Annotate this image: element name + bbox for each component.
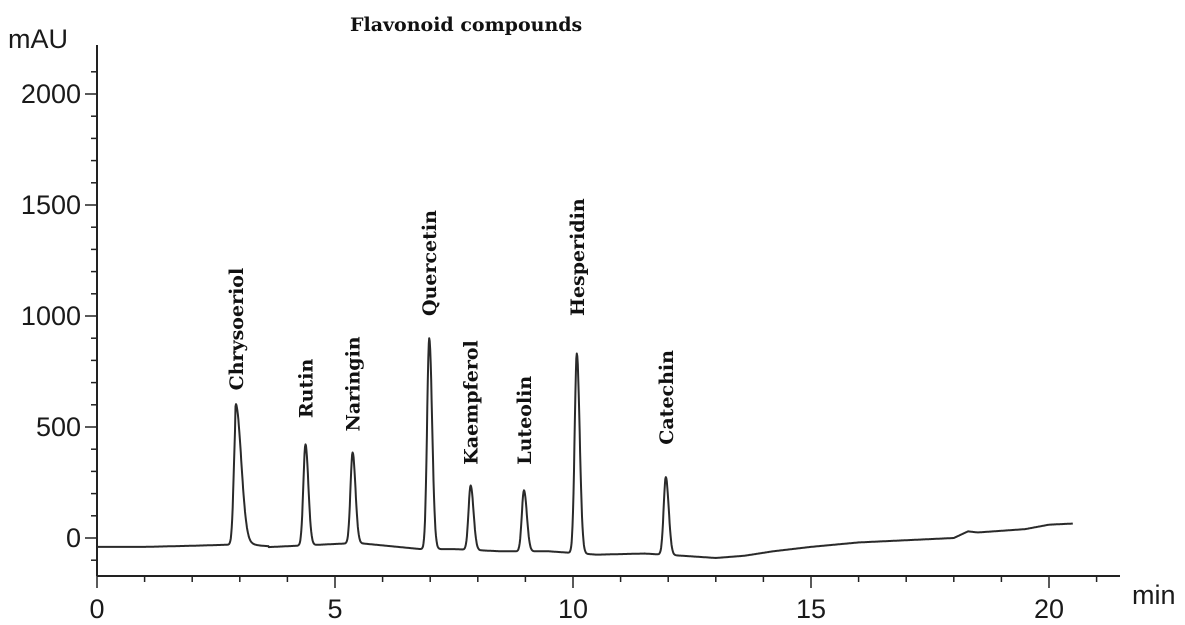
y-tick-label: 2000: [21, 79, 81, 109]
x-tick-label: 0: [89, 594, 104, 624]
y-tick-label: 500: [36, 412, 81, 442]
x-tick-label: 10: [558, 594, 588, 624]
axes: [96, 45, 1120, 577]
peak-label-quercetin: Quercetin: [419, 210, 441, 316]
y-axis-label: mAU: [8, 24, 68, 54]
y-tick-label: 1000: [21, 301, 81, 331]
peak-label-kaempferol: Kaempferol: [461, 340, 483, 464]
peak-label-catechin: Catechin: [656, 350, 678, 445]
peak-label-hesperidin: Hesperidin: [567, 198, 589, 316]
x-ticks: 0 5 10 15 20: [89, 576, 1098, 624]
x-tick-label: 5: [327, 594, 342, 624]
peak-label-rutin: Rutin: [295, 359, 317, 419]
peak-label-chrysoeriol: Chrysoeriol: [226, 268, 248, 391]
peak-label-naringin: Naringin: [343, 336, 365, 431]
x-tick-label: 15: [796, 594, 826, 624]
x-tick-label: 20: [1034, 594, 1064, 624]
y-tick-label: 0: [66, 523, 81, 553]
y-tick-label: 1500: [21, 190, 81, 220]
peak-labels: Chrysoeriol Rutin Naringin Quercetin Kaempfe…: [226, 198, 678, 465]
chromatogram-trace: [96, 337, 1074, 559]
peak-label-luteolin: Luteolin: [514, 376, 536, 465]
x-axis-label: min: [1132, 580, 1176, 610]
y-ticks: 0 500 1000 1500 2000: [21, 71, 97, 561]
chart-title: Flavonoid compounds: [350, 14, 583, 36]
